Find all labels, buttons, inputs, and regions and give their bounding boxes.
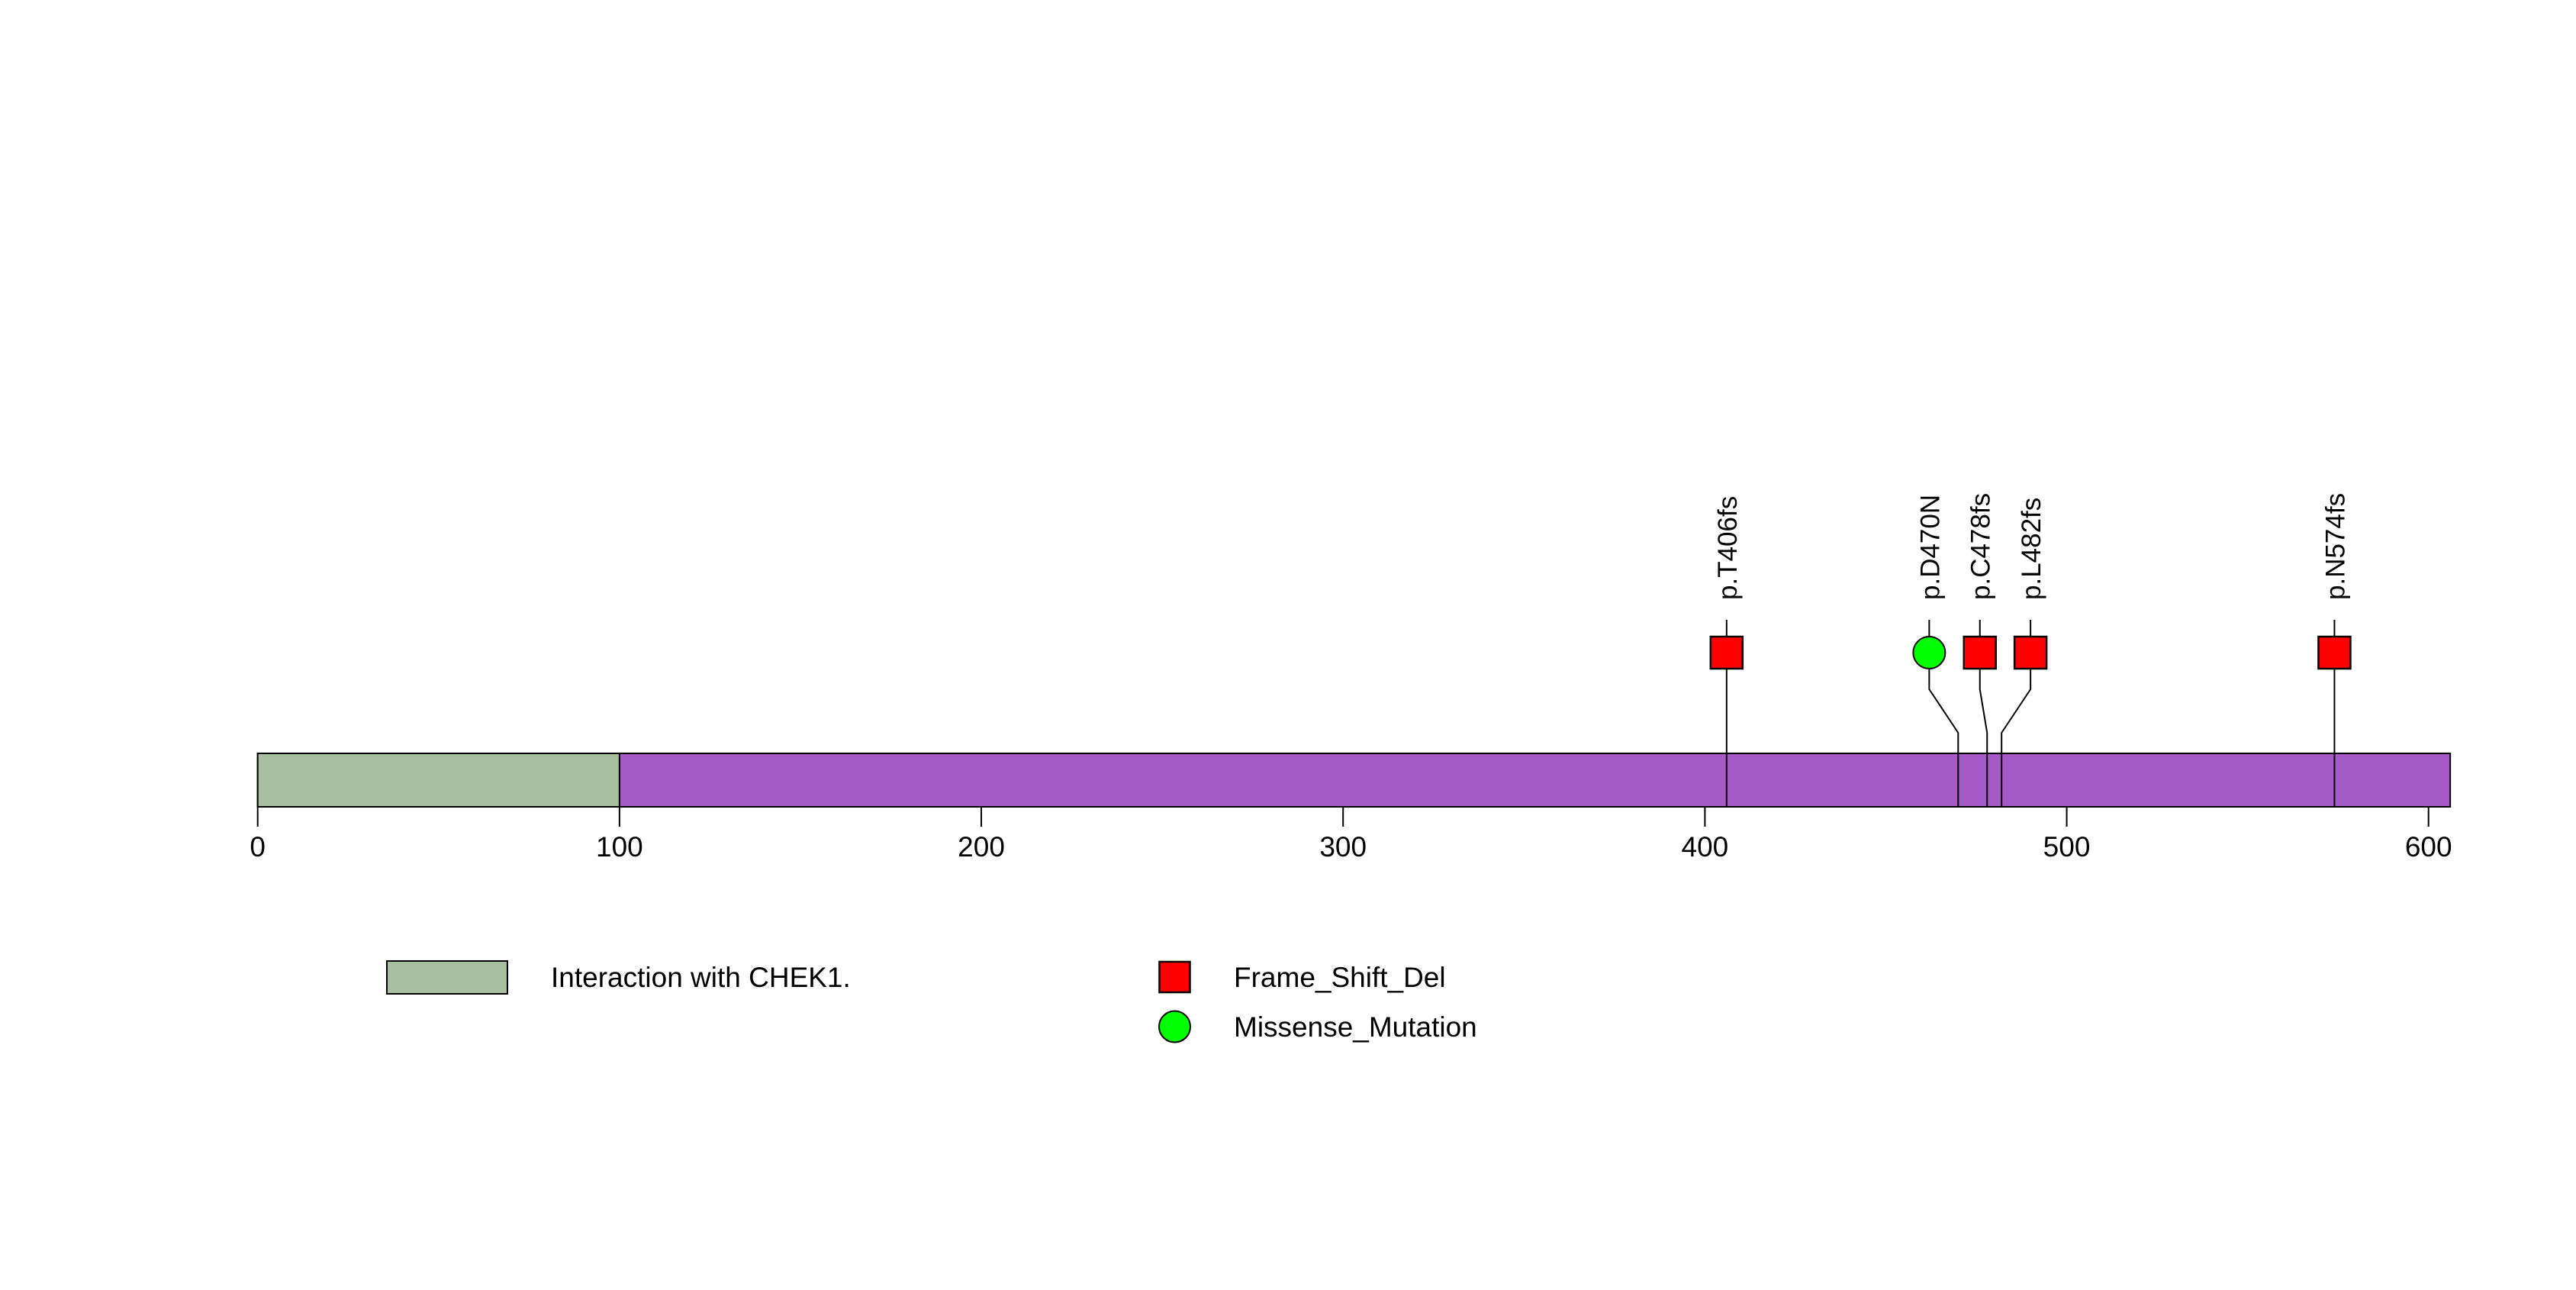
axis-tick-label: 400 xyxy=(1682,831,1729,863)
mutation-group: p.D470N xyxy=(1912,495,1959,807)
axis-tick-label: 100 xyxy=(596,831,643,863)
mutation-label: p.N574fs xyxy=(2320,493,2350,600)
axis-tick-label: 0 xyxy=(250,831,266,863)
mutation-group: p.C478fs xyxy=(1963,493,1997,807)
legend-domain-label: Interaction with CHEK1. xyxy=(551,962,851,993)
mutation-group: p.N574fs xyxy=(2317,493,2352,807)
axis-tick-label: 500 xyxy=(2043,831,2091,863)
x-axis: 0 100 200 300 400 500 600 xyxy=(250,807,2452,863)
square-marker-icon xyxy=(2317,635,2352,670)
mutation-group: p.T406fs xyxy=(1709,496,1744,807)
legend-frame_shift_del-swatch xyxy=(1158,960,1191,994)
axis-tick-label: 600 xyxy=(2405,831,2452,863)
legend-frame_shift_del-label: Frame_Shift_Del xyxy=(1234,962,1446,993)
axis-tick-label: 300 xyxy=(1319,831,1367,863)
legend: Interaction with CHEK1. Frame_Shift_Del Mi… xyxy=(386,960,1477,1043)
mutation-group: p.L482fs xyxy=(2001,498,2048,807)
mutation-label: p.T406fs xyxy=(1713,496,1743,600)
legend-domain-swatch xyxy=(386,960,508,995)
mutation-label: p.D470N xyxy=(1915,495,1945,600)
axis-tick-label: 200 xyxy=(958,831,1005,863)
square-marker-icon xyxy=(1709,635,1744,670)
legend-missense_mutation-label: Missense_Mutation xyxy=(1234,1011,1477,1043)
legend-missense_mutation-swatch xyxy=(1158,1010,1191,1043)
protein-backbone xyxy=(256,753,2452,808)
square-marker-icon xyxy=(1963,635,1997,670)
mutation-label: p.C478fs xyxy=(1966,493,1996,600)
mutation-label: p.L482fs xyxy=(2017,498,2046,600)
circle-marker-icon xyxy=(1912,636,1946,669)
domain-region xyxy=(256,753,620,808)
square-marker-icon xyxy=(2013,635,2048,670)
